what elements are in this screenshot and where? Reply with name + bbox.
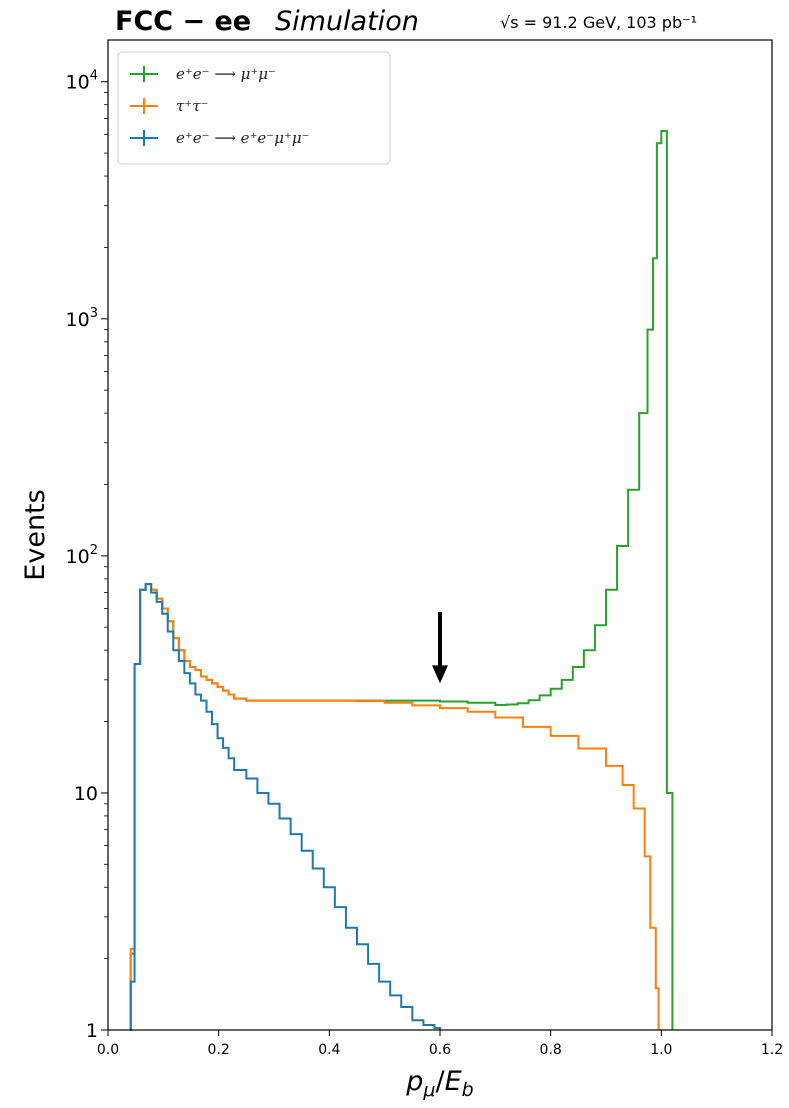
x-tick-label-3: 0.6 [429, 1042, 451, 1058]
legend-label-0: e⁺e⁻ ⟶ μ⁺μ⁻ [176, 65, 276, 83]
legend-label-1: τ⁺τ⁻ [176, 97, 208, 115]
y-tick-label-2: 102 [66, 543, 98, 568]
y-tick-label-0: 1 [86, 1020, 98, 1042]
x-tick-label-1: 0.2 [208, 1042, 230, 1058]
y-tick-label-3: 103 [66, 306, 98, 331]
x-tick-label-5: 1.0 [650, 1042, 672, 1058]
series-layer [129, 129, 674, 1031]
x-tick-label-2: 0.4 [318, 1042, 340, 1058]
chart-header: FCC − ee Simulation √s = 91.2 GeV, 103 p… [115, 6, 697, 37]
plot-background [108, 40, 772, 1030]
chart-title-italic: Simulation [275, 6, 419, 37]
plot-area [108, 40, 772, 1030]
y-axis-label: Events [20, 489, 51, 580]
series-line-1 [129, 583, 660, 1031]
x-tick-label-4: 0.8 [540, 1042, 562, 1058]
arrow-head [432, 665, 448, 684]
y-tick-label-1: 10 [74, 783, 98, 805]
chart-title-bold: FCC − ee [115, 6, 251, 37]
y-tick-label-4: 104 [66, 69, 98, 94]
legend-label-2: e⁺e⁻ ⟶ e⁺e⁻μ⁺μ⁻ [176, 129, 310, 147]
x-tick-label-6: 1.2 [761, 1042, 783, 1058]
x-tick-label-0: 0.0 [97, 1042, 119, 1058]
axes-layer: 0.0 0.2 0.4 0.6 0.8 1.0 1.2 1 10 102 103 104 [66, 39, 783, 1058]
chart-conditions: √s = 91.2 GeV, 103 pb⁻¹ [500, 13, 697, 32]
legend: e⁺e⁻ ⟶ μ⁺μ⁻ τ⁺τ⁻ e⁺e⁻ ⟶ e⁺e⁻μ⁺μ⁻ [117, 51, 391, 165]
annotation-layer [432, 611, 448, 684]
series-line-2 [129, 583, 441, 1031]
x-axis-label: pμ/Eb [405, 1066, 473, 1101]
legend-box [117, 51, 391, 165]
